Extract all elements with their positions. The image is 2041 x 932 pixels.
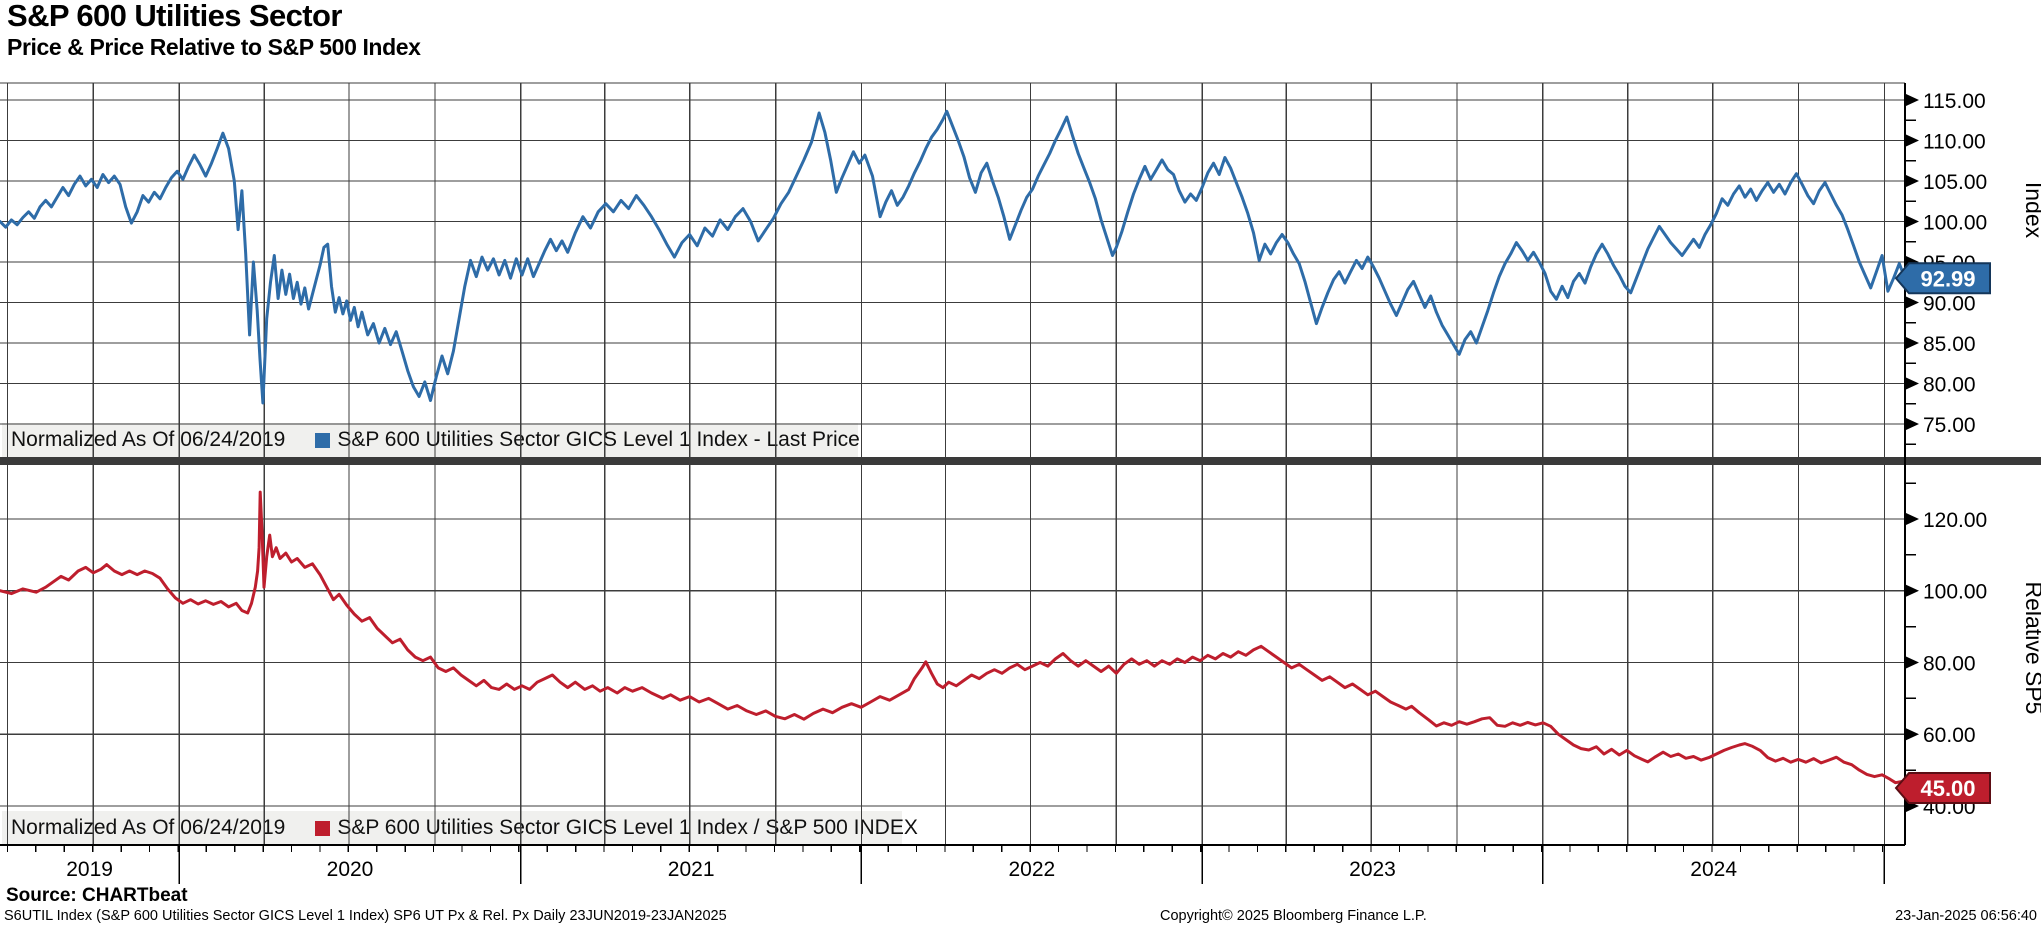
page-subtitle: Price & Price Relative to S&P 500 Index [7,34,421,60]
y-tick-label: 85.00 [1923,333,1976,356]
y-tick-label: 80.00 [1923,374,1976,397]
legend-relative-series-label: S&P 600 Utilities Sector GICS Level 1 In… [337,816,918,839]
x-year-label: 2021 [668,858,715,881]
legend-relative-panel: Normalized As Of 06/24/2019 S&P 600 Util… [2,811,918,845]
y-tick-label: 110.00 [1923,131,1986,154]
legend-price-series-label: S&P 600 Utilities Sector GICS Level 1 In… [337,428,860,451]
relative-badge: 45.00 [1894,772,1991,805]
axis-title-relative-sp5: Relative SP5 [2021,582,2041,715]
y-tick-label: 105.00 [1923,171,1987,194]
relative-series-line [0,490,1907,790]
legend-normalized-label: Normalized As Of 06/24/2019 [11,428,286,451]
footer-source: Source: CHARTbeat [6,885,188,906]
axes [0,83,1906,846]
y-tick-label: 120.00 [1923,509,1987,532]
last-value-label: 92.99 [1920,266,1975,291]
last-value-label: 45.00 [1920,776,1975,801]
footer-description: S6UTIL Index (S&P 600 Utilities Sector G… [4,908,727,924]
y-tick-label: 100.00 [1923,581,1987,604]
y-tick-label: 75.00 [1923,414,1976,437]
legend-price-panel: Normalized As Of 06/24/2019 S&P 600 Util… [2,423,860,457]
price-badge: 92.99 [1894,262,1991,295]
page-title: S&P 600 Utilities Sector [7,0,342,33]
x-axis: 2019 2020 2021 2022 2023 2024 [6,845,1886,884]
panel-divider [0,457,2041,465]
legend-price-series: S&P 600 Utilities Sector GICS Level 1 In… [315,428,860,452]
legend-relative-series: S&P 600 Utilities Sector GICS Level 1 In… [315,816,918,840]
x-year-label: 2023 [1349,858,1396,881]
y-tick-label: 100.00 [1923,212,1987,235]
y-tick-label: 60.00 [1923,724,1976,747]
y-axis-index: 115.00110.00105.00100.0095.0090.0085.008… [1905,90,2041,446]
x-year-label: 2022 [1008,858,1055,881]
footer-timestamp: 23-Jan-2025 06:56:40 [1895,908,2037,924]
x-year-label: 2024 [1690,858,1737,881]
x-year-label: 2019 [66,858,113,881]
price-series-swatch-icon [315,432,331,448]
x-year-label: 2020 [327,858,374,881]
legend-normalized-label: Normalized As Of 06/24/2019 [11,816,286,839]
y-tick-label: 115.00 [1923,90,1986,113]
axis-title-index: Index [2021,182,2041,239]
y-tick-label: 80.00 [1923,652,1976,675]
relative-series-swatch-icon [315,820,331,836]
footer-copyright: Copyright© 2025 Bloomberg Finance L.P. [1160,908,1427,924]
price-series-line [0,109,1907,405]
y-tick-label: 90.00 [1923,293,1976,316]
